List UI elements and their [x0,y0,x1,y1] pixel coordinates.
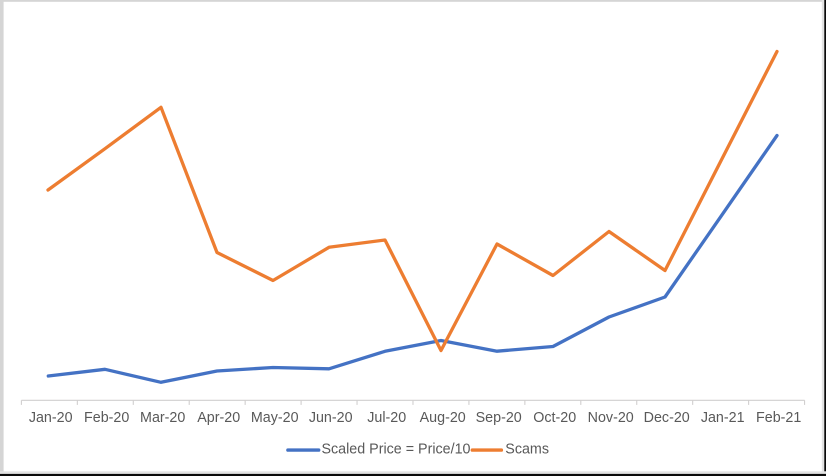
svg-text:Scams: Scams [505,441,549,457]
svg-text:Scaled Price = Price/10: Scaled Price = Price/10 [322,441,471,457]
svg-text:Feb-20: Feb-20 [84,410,129,426]
svg-text:Oct-20: Oct-20 [533,410,576,426]
svg-text:Mar-20: Mar-20 [140,410,185,426]
svg-text:May-20: May-20 [251,410,299,426]
svg-text:Sep-20: Sep-20 [476,410,522,426]
svg-text:Feb-21: Feb-21 [756,410,801,426]
svg-text:Jul-20: Jul-20 [367,410,406,426]
svg-text:Jun-20: Jun-20 [309,410,353,426]
svg-text:Dec-20: Dec-20 [644,410,690,426]
svg-text:Apr-20: Apr-20 [197,410,240,426]
svg-text:Jan-21: Jan-21 [701,410,745,426]
svg-text:Aug-20: Aug-20 [420,410,466,426]
svg-text:Nov-20: Nov-20 [588,410,634,426]
svg-text:Jan-20: Jan-20 [29,410,73,426]
